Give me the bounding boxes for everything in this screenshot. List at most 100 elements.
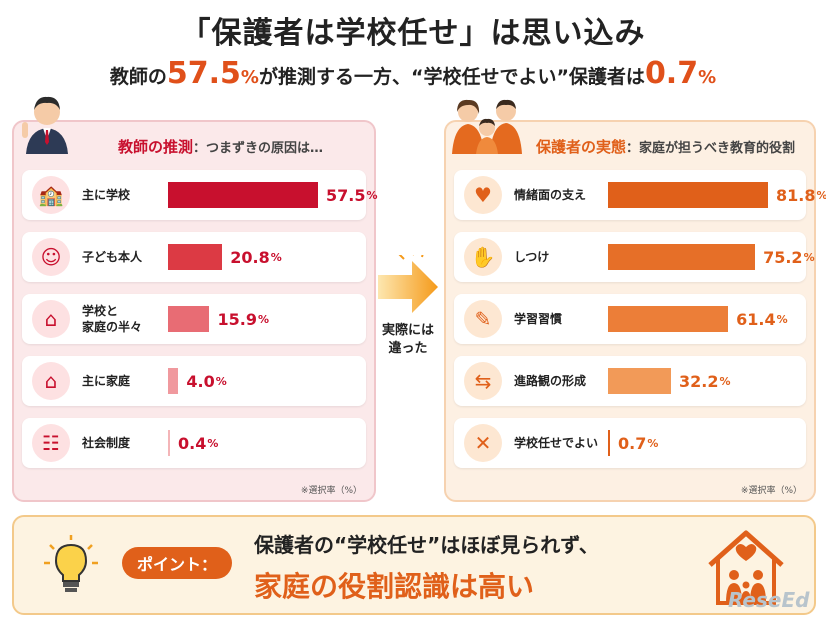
bar-value-label: 0.4% (178, 418, 218, 468)
bar-value-unit: % (366, 188, 378, 202)
bar-value: 57.5 (326, 185, 366, 205)
bar-value-unit: % (719, 374, 731, 388)
bar-label: 情緒面の支え (514, 187, 587, 202)
bar-value-unit: % (257, 312, 269, 326)
point-line-1: 保護者の“学校任せ”はほぼ見られず、 (254, 533, 599, 557)
chart-row: ✎ 学習習慣 61.4% (454, 294, 806, 344)
child-icon: ☺ (32, 238, 70, 276)
bar-value-label: 61.4% (736, 294, 788, 344)
school-icon: 🏫 (32, 176, 70, 214)
teacher-panel-title-sub: ：つまずきの原因は… (193, 141, 324, 156)
point-badge: ポイント： (122, 547, 232, 579)
parent-panel-title-main: 保護者の実態 (536, 138, 627, 156)
teacher-panel-title-main: 教師の推測 (118, 138, 194, 156)
people-icon: ☷ (32, 424, 70, 462)
bar-label: 学習習慣 (514, 311, 563, 326)
parent-panel-title-sub: ：家庭が担うべき教育的役割 (626, 141, 796, 156)
point-box: ポイント： 保護者の“学校任せ”はほぼ見られず、 家庭の役割認識は高い (12, 515, 816, 615)
bar-value-unit: % (207, 436, 219, 450)
chart-row: ☺ 子ども本人 20.8% (22, 232, 366, 282)
bar-label: 主に学校 (82, 187, 131, 202)
bar (608, 182, 768, 208)
chart-row: ☷ 社会制度 0.4% (22, 418, 366, 468)
bar-label: 学校任せでよい (514, 435, 599, 450)
bar-label: 主に家庭 (82, 373, 131, 388)
bar-value-unit: % (776, 312, 788, 326)
bar-value-unit: % (215, 374, 227, 388)
subtitle-teacher-value: 57.5 (166, 56, 241, 91)
teacher-panel-title: 教師の推測：つまずきの原因は… (118, 136, 323, 157)
subtitle-mid: が推測する一方、“学校任せでよい”保護者は (258, 66, 645, 88)
arrow-right-icon (378, 255, 438, 313)
bar-value-label: 81.8% (776, 170, 826, 220)
arrow-caption-line-2: 違った (388, 341, 428, 357)
bar-value-label: 4.0% (186, 356, 226, 406)
bar-value: 32.2 (678, 371, 719, 391)
bar-value: 15.9 (217, 309, 257, 329)
parent-panel-title: 保護者の実態：家庭が担うべき教育的役割 (536, 136, 795, 157)
bar-value: 4.0 (186, 371, 215, 391)
bar (168, 182, 318, 208)
bar-label: しつけ (514, 249, 550, 264)
bar-value: 20.8 (230, 247, 270, 267)
bar-value: 0.4 (178, 433, 207, 453)
subtitle-pct-1: % (240, 67, 259, 88)
handshake-icon: ✋ (464, 238, 502, 276)
chart-row: ⌂ 学校と 家庭の半々 15.9% (22, 294, 366, 344)
family-house-icon (708, 530, 784, 605)
lightbulb-icon (44, 535, 98, 592)
heart-hand-icon: ♥ (464, 176, 502, 214)
point-line-2: 家庭の役割認識は高い (254, 570, 535, 603)
family-avatar-icon (452, 99, 522, 154)
bar-value: 75.2 (763, 247, 803, 267)
bar (168, 368, 179, 394)
subtitle-pre: 教師の (109, 66, 167, 88)
chart-row: ✋ しつけ 75.2% (454, 232, 815, 282)
watermark-logo: ReseEd (728, 588, 810, 612)
bar-value-unit: % (803, 250, 815, 264)
bar (608, 368, 671, 394)
chart-row: ✕ 学校任せでよい 0.7% (454, 418, 806, 468)
bar-value-label: 75.2% (763, 232, 815, 282)
chart-row: ⌂ 主に家庭 4.0% (22, 356, 366, 406)
bar-label: 進路観の形成 (514, 373, 587, 388)
parent-panel: 保護者の実態：家庭が担うべき教育的役割 ♥ 情緒面の支え 81.8% ✋ しつけ 75.2… (444, 120, 826, 502)
chart-row: ⇆ 進路観の形成 32.2% (454, 356, 806, 406)
bar-value-label: 0.7% (618, 418, 658, 468)
bar-value-unit: % (816, 189, 826, 202)
arrow-caption-line-1: 実際には (381, 323, 434, 338)
bar-label: 子ども本人 (82, 249, 143, 264)
bar-label: 学校と 家庭の半々 (82, 303, 143, 334)
signpost-icon: ⇆ (464, 362, 502, 400)
bar-label: 社会制度 (82, 435, 131, 450)
bar-value: 81.8 (776, 185, 816, 205)
bar-value-label: 57.5% (326, 170, 378, 220)
bar-value: 0.7 (618, 433, 647, 453)
arrow-caption: 実際には 違った (374, 322, 442, 358)
bar-value-unit: % (270, 250, 282, 264)
bar (168, 306, 210, 332)
bar (608, 244, 756, 270)
page-subtitle: 教師の57.5%が推測する一方、“学校任せでよい”保護者は0.7% (0, 56, 826, 91)
home-school-icon: ⌂ (32, 300, 70, 338)
teacher-panel: 教師の推測：つまずきの原因は… 🏫 主に学校 57.5% ☺ 子ども本人 20.8% ⌂ 学校… (12, 120, 378, 502)
chart-row: 🏫 主に学校 57.5% (22, 170, 378, 220)
book-icon: ✎ (464, 300, 502, 338)
teacher-panel-note: ※選択率（%） (300, 486, 362, 496)
bar (608, 306, 729, 332)
bar-value-label: 20.8% (230, 232, 282, 282)
page-title: 「保護者は学校任せ」は思い込み (180, 16, 646, 51)
bar-value-label: 15.9% (217, 294, 269, 344)
chart-row: ♥ 情緒面の支え 81.8% (454, 170, 826, 220)
subtitle-pct-2: % (698, 67, 717, 88)
parent-panel-note: ※選択率（%） (740, 486, 802, 496)
subtitle-parent-value: 0.7 (644, 56, 699, 91)
bar-value-label: 32.2% (679, 356, 731, 406)
school-x-icon: ✕ (464, 424, 502, 462)
bar (608, 430, 610, 456)
bar (168, 430, 170, 456)
bar-value: 61.4 (736, 309, 776, 329)
teacher-avatar-icon (22, 96, 68, 154)
bar-value-unit: % (647, 436, 659, 450)
bar (168, 244, 223, 270)
